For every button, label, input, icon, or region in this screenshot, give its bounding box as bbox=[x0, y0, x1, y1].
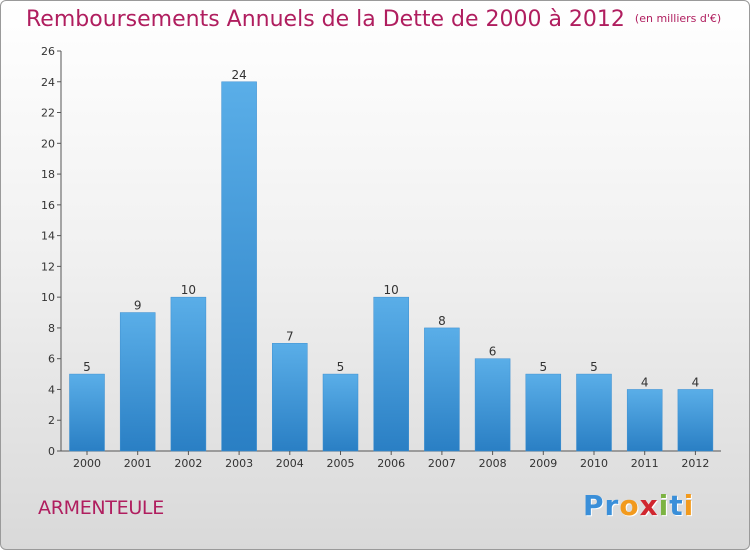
y-tick-label: 10 bbox=[41, 291, 55, 304]
x-tick-label: 2000 bbox=[73, 457, 101, 470]
logo-letter: o bbox=[619, 489, 640, 522]
chart-unit-label: (en milliers d'€) bbox=[634, 12, 722, 25]
y-tick-label: 8 bbox=[48, 322, 55, 335]
logo-letter: i bbox=[658, 489, 670, 522]
bar bbox=[119, 312, 156, 452]
logo-letter: t bbox=[669, 489, 684, 522]
x-tick-label: 2009 bbox=[529, 457, 557, 470]
bar-value-label: 5 bbox=[337, 360, 345, 374]
y-tick-label: 14 bbox=[41, 230, 55, 243]
bar bbox=[221, 81, 257, 452]
bar-value-label: 9 bbox=[134, 299, 142, 313]
bar bbox=[626, 389, 663, 452]
y-tick-label: 4 bbox=[48, 383, 55, 396]
bar-value-label: 24 bbox=[231, 68, 246, 82]
bar bbox=[424, 327, 460, 452]
bar-value-label: 4 bbox=[692, 375, 700, 389]
bar bbox=[272, 343, 308, 452]
bar-value-label: 5 bbox=[83, 360, 91, 374]
bar-value-label: 6 bbox=[489, 345, 497, 359]
proxiti-logo[interactable]: Proxiti bbox=[583, 489, 694, 522]
y-tick-label: 2 bbox=[48, 414, 55, 427]
y-tick-label: 26 bbox=[41, 45, 55, 58]
bar-value-label: 10 bbox=[384, 283, 399, 297]
x-tick-label: 2011 bbox=[631, 457, 659, 470]
x-tick-label: 2006 bbox=[377, 457, 405, 470]
x-tick-label: 2004 bbox=[276, 457, 304, 470]
bar bbox=[474, 358, 511, 452]
bar-value-label: 10 bbox=[181, 283, 196, 297]
y-tick-label: 6 bbox=[48, 353, 55, 366]
y-tick-label: 18 bbox=[41, 168, 55, 181]
y-tick-label: 24 bbox=[41, 76, 55, 89]
x-tick-label: 2005 bbox=[327, 457, 355, 470]
y-tick-label: 0 bbox=[48, 445, 55, 458]
y-tick-label: 12 bbox=[41, 260, 55, 273]
bar bbox=[322, 373, 359, 452]
logo-letter: P bbox=[583, 489, 605, 522]
bar-value-label: 4 bbox=[641, 375, 649, 389]
x-tick-label: 2001 bbox=[124, 457, 152, 470]
chart-title: Remboursements Annuels de la Dette de 20… bbox=[26, 7, 721, 32]
bar-value-label: 5 bbox=[590, 360, 598, 374]
logo-letter: r bbox=[604, 489, 620, 522]
y-tick-label: 16 bbox=[41, 199, 55, 212]
bar-value-label: 8 bbox=[438, 314, 446, 328]
y-tick-label: 22 bbox=[41, 107, 55, 120]
y-tick-label: 20 bbox=[41, 137, 55, 150]
bar bbox=[525, 373, 562, 452]
bar-value-label: 5 bbox=[539, 360, 547, 374]
bar bbox=[69, 373, 105, 452]
bar-value-label: 7 bbox=[286, 329, 294, 343]
bar bbox=[170, 296, 207, 452]
commune-name: ARMENTEULE bbox=[38, 497, 164, 519]
x-tick-label: 2012 bbox=[681, 457, 709, 470]
x-tick-label: 2002 bbox=[174, 457, 202, 470]
x-tick-label: 2008 bbox=[479, 457, 507, 470]
logo-letter: x bbox=[639, 489, 659, 522]
bar bbox=[576, 373, 612, 452]
x-tick-label: 2010 bbox=[580, 457, 608, 470]
chart-title-text: Remboursements Annuels de la Dette de 20… bbox=[26, 7, 625, 32]
bar bbox=[677, 389, 714, 452]
logo-letter: i bbox=[683, 489, 695, 522]
bar bbox=[373, 296, 409, 452]
x-tick-label: 2003 bbox=[225, 457, 253, 470]
x-tick-label: 2007 bbox=[428, 457, 456, 470]
